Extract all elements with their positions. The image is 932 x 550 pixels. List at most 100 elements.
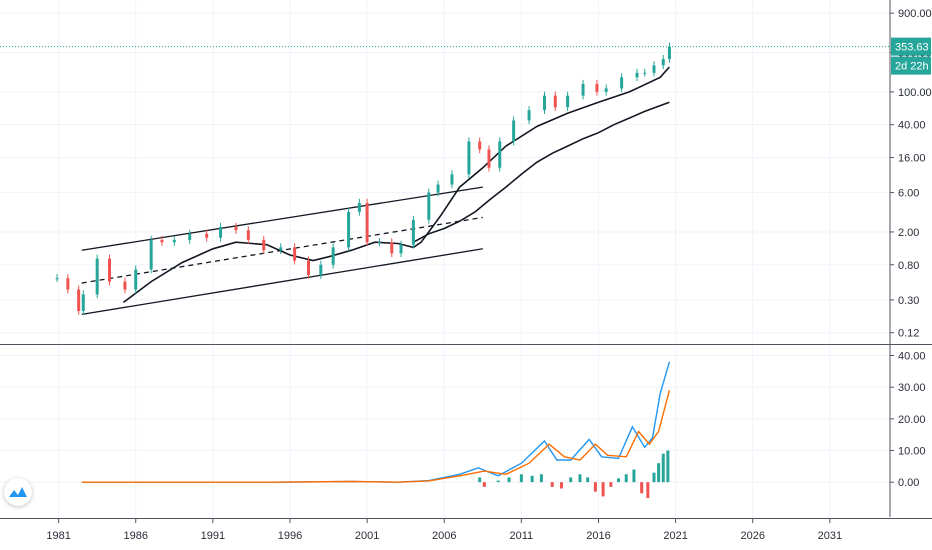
candle xyxy=(542,95,546,111)
histogram-bar xyxy=(496,480,500,483)
candle xyxy=(331,247,335,265)
candle xyxy=(123,281,127,290)
histogram-bar xyxy=(550,482,554,487)
time-tick-label: 2011 xyxy=(510,530,534,542)
candle xyxy=(527,110,531,121)
price-tick-label: 2.00 xyxy=(898,227,919,239)
candle xyxy=(365,202,369,243)
candle xyxy=(108,258,112,282)
candle xyxy=(390,242,394,254)
histogram-bar xyxy=(657,463,661,483)
candle xyxy=(134,269,138,290)
histogram-bar xyxy=(646,482,650,498)
indicator-line xyxy=(81,390,671,483)
candle xyxy=(205,233,209,238)
candle xyxy=(262,239,266,251)
histogram-bar xyxy=(586,477,590,483)
candle xyxy=(319,264,323,276)
candle xyxy=(219,226,223,238)
candle xyxy=(77,289,81,311)
indicator-tick-label: 10.00 xyxy=(898,446,926,458)
candle xyxy=(306,260,310,276)
candle xyxy=(172,239,176,243)
time-tick-label: 1986 xyxy=(123,530,147,542)
indicator-pane xyxy=(81,361,671,498)
price-labels: 353.63 2d 22h xyxy=(0,37,931,75)
last-price-badge xyxy=(891,37,931,56)
price-tick-label: 900.00 xyxy=(898,8,932,20)
price-tick-label: 100.00 xyxy=(898,87,932,99)
price-tick-label: 40.00 xyxy=(898,120,926,132)
candle xyxy=(643,72,647,74)
main-pane-grid xyxy=(0,0,890,343)
indicator-tick-label: 30.00 xyxy=(898,382,926,394)
indicator-tick-label: 20.00 xyxy=(898,414,926,426)
candle xyxy=(581,83,585,96)
candle xyxy=(553,95,557,108)
candle xyxy=(595,83,599,92)
candle xyxy=(652,65,656,73)
candle xyxy=(279,247,283,251)
candle xyxy=(478,141,482,150)
indicator-pane-grid xyxy=(0,346,890,517)
histogram-bar xyxy=(617,478,621,483)
countdown-badge xyxy=(891,56,931,75)
histogram-bar xyxy=(539,474,543,483)
candle xyxy=(66,278,70,290)
candle xyxy=(411,219,415,245)
histogram-bar xyxy=(661,453,665,483)
time-tick-label: 2021 xyxy=(663,530,687,542)
histogram-bar xyxy=(593,482,597,492)
main-pane xyxy=(55,42,671,316)
time-tick-label: 2031 xyxy=(818,530,842,542)
candle xyxy=(566,95,570,108)
indicator-tick-label: 40.00 xyxy=(898,351,926,363)
histogram-bar xyxy=(507,477,511,483)
moving-average-short-line xyxy=(122,66,670,304)
candle xyxy=(467,141,471,175)
histogram-bar xyxy=(666,450,670,483)
candle xyxy=(347,211,351,248)
time-tick-label: 2006 xyxy=(432,530,456,542)
candle xyxy=(81,294,85,311)
tradingview-logo-icon[interactable] xyxy=(4,478,32,506)
candle xyxy=(293,247,297,261)
price-tick-label: 0.80 xyxy=(898,260,919,272)
candle xyxy=(234,226,238,231)
candle xyxy=(604,88,608,92)
histogram-bar xyxy=(632,469,636,483)
histogram-bar xyxy=(624,474,628,483)
histogram-bar xyxy=(569,477,573,483)
indicator-tick-label: 0.00 xyxy=(898,477,919,489)
histogram-bar xyxy=(609,482,613,487)
candle xyxy=(399,244,403,254)
price-tick-label: 0.30 xyxy=(898,295,919,307)
candle xyxy=(357,202,361,212)
candle xyxy=(160,239,164,243)
histogram-bar xyxy=(530,475,534,483)
time-tick-label: 2016 xyxy=(586,530,610,542)
moving-average-long-line xyxy=(413,101,670,243)
histogram-bar xyxy=(559,482,563,489)
histogram-bar xyxy=(519,474,523,483)
channel-lower xyxy=(81,248,483,316)
candle xyxy=(246,230,250,240)
indicator-line xyxy=(81,361,671,483)
histogram-bar xyxy=(478,477,482,483)
candle xyxy=(55,278,59,280)
last-price-label: 353.63 xyxy=(895,42,929,54)
histogram-bar xyxy=(601,482,605,497)
channel-middle-dashed xyxy=(81,216,483,284)
histogram-bar xyxy=(482,482,486,487)
candle xyxy=(149,239,153,270)
candle xyxy=(487,149,491,168)
candle xyxy=(436,184,440,193)
candle xyxy=(377,242,381,244)
candle xyxy=(620,77,624,89)
time-tick-label: 2001 xyxy=(355,530,379,542)
histogram-bar xyxy=(652,472,656,483)
time-tick-label: 2026 xyxy=(740,530,764,542)
time-tick-label: 1981 xyxy=(46,530,70,542)
